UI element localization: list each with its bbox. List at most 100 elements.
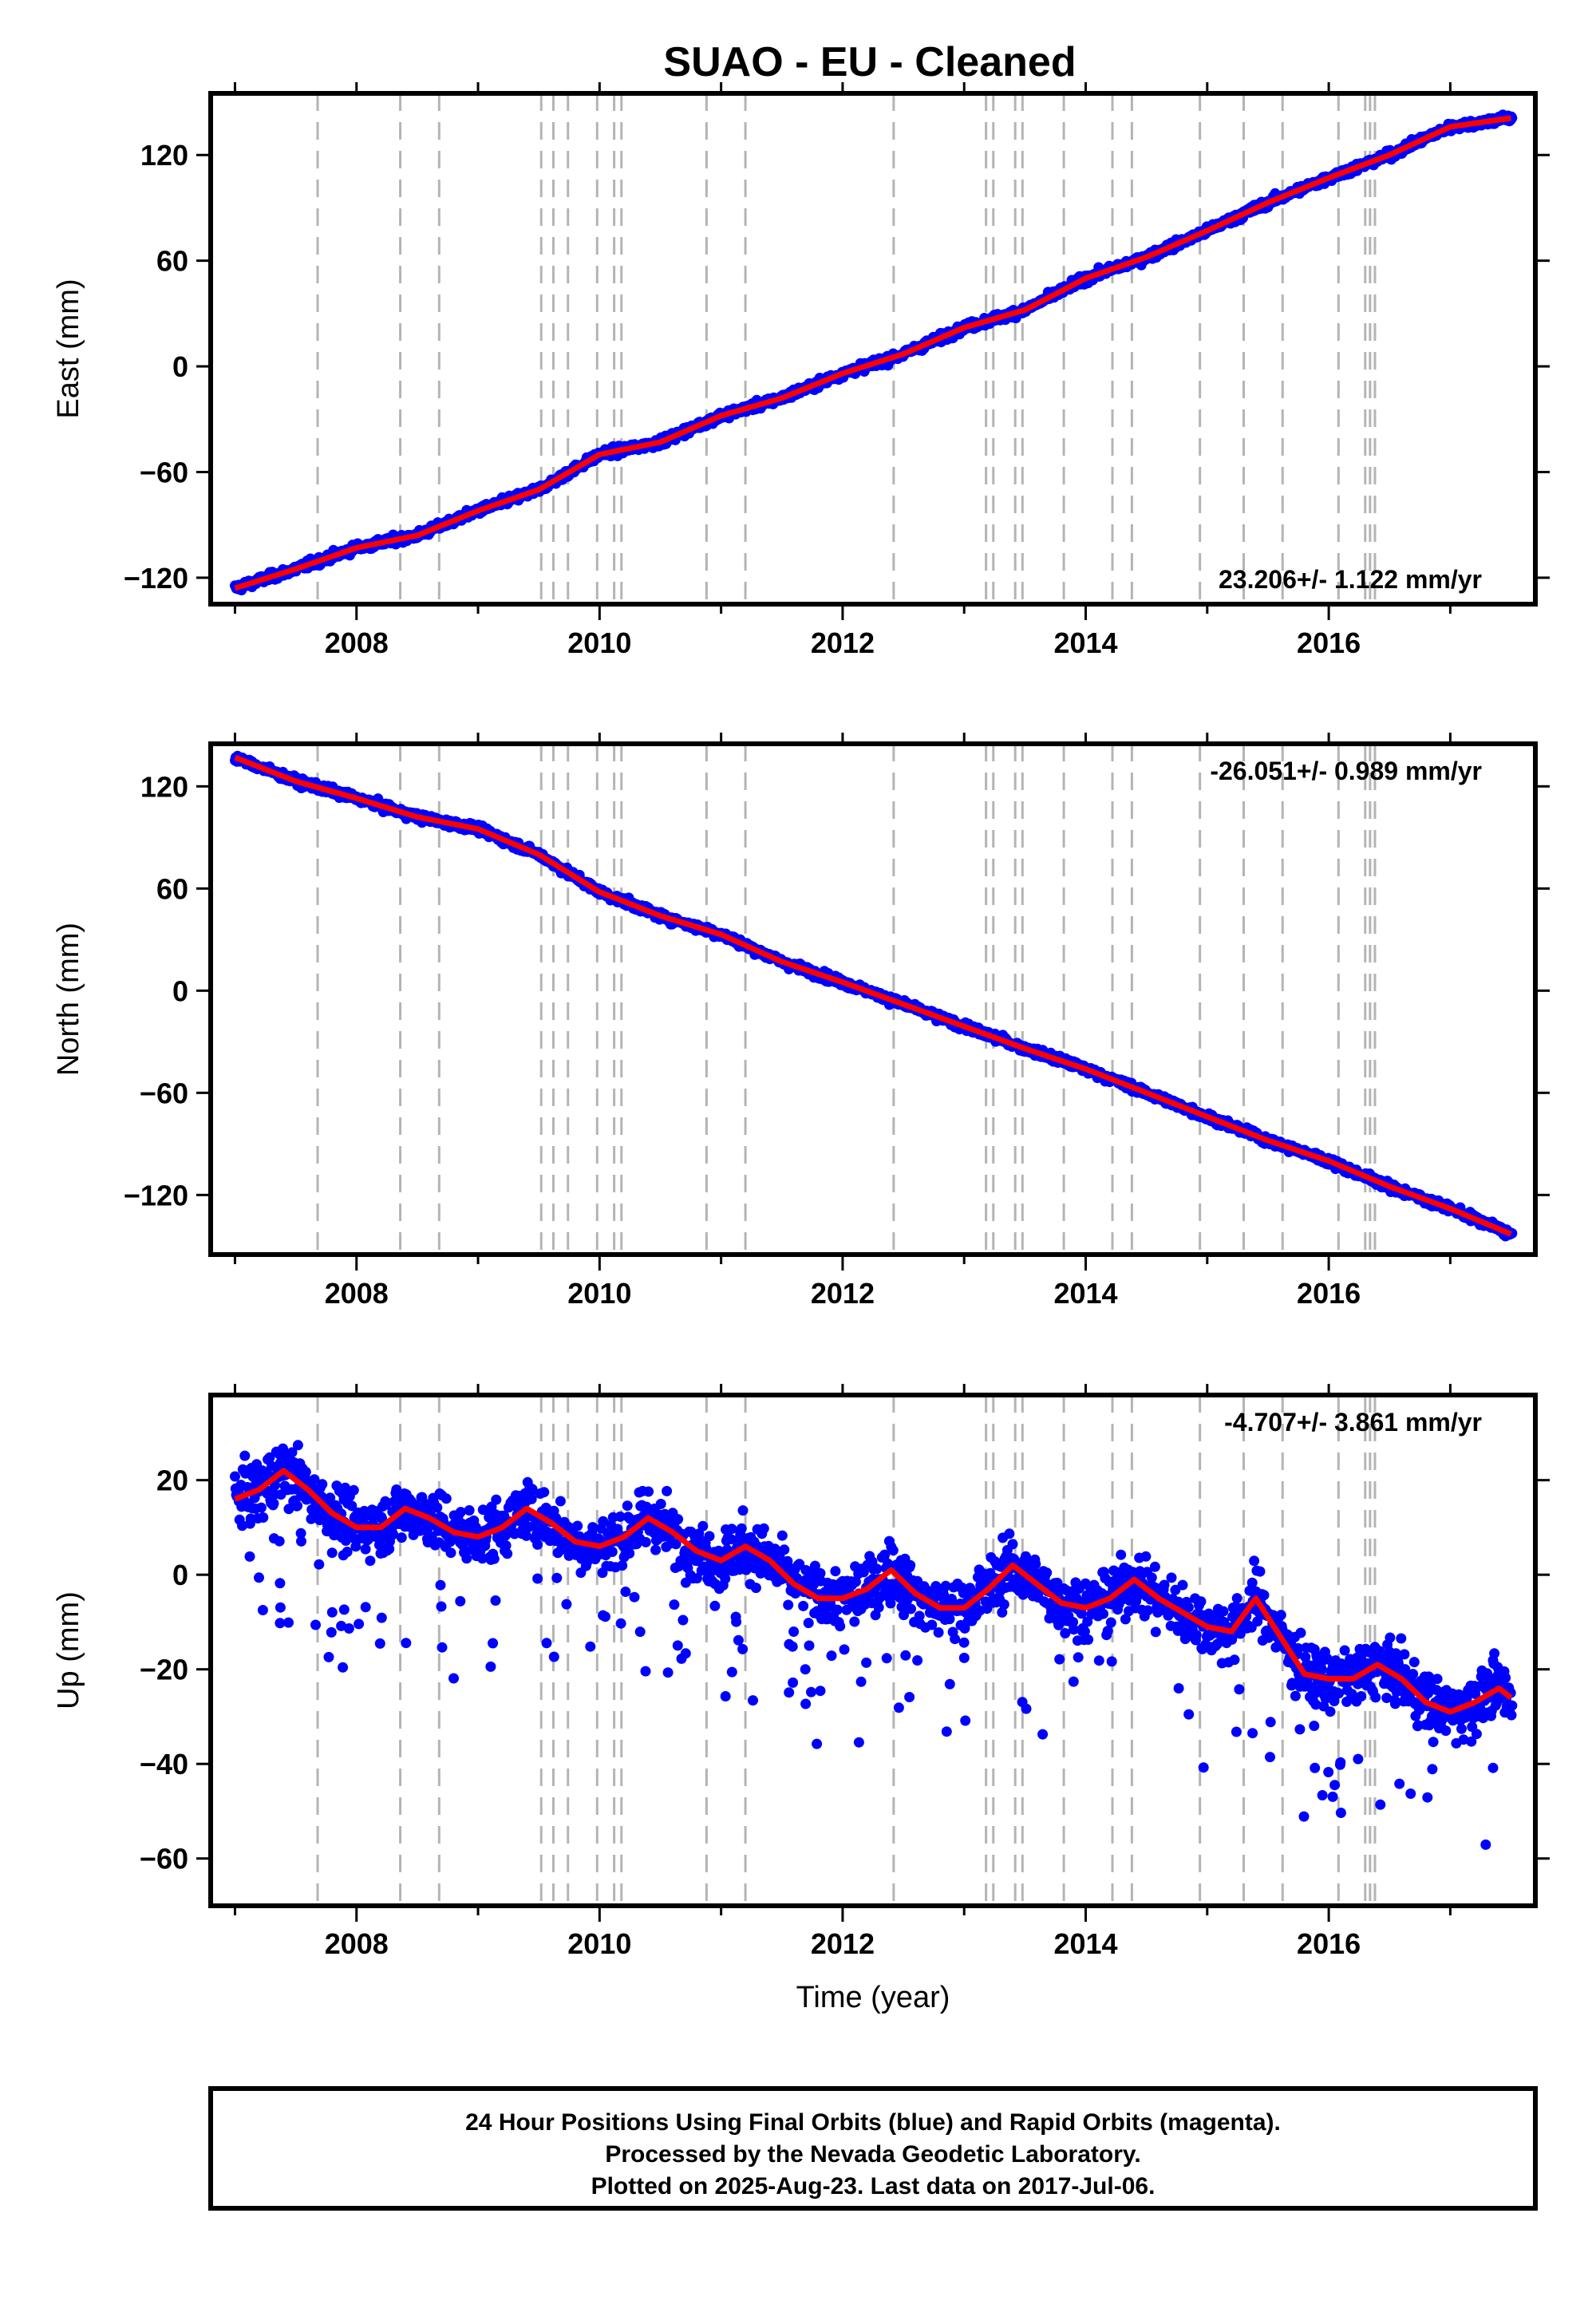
- east-y-tick-label-3: 60: [156, 245, 188, 278]
- east-y-tick-label-4: 120: [140, 139, 188, 172]
- up-point-171: [342, 1547, 353, 1557]
- up-point-235: [384, 1543, 395, 1555]
- north-x-tick-label-0: 2008: [325, 1277, 389, 1310]
- north-y-tick-label-1: −60: [140, 1077, 188, 1109]
- up-point-241: [388, 1529, 399, 1540]
- up-point-471: [539, 1487, 550, 1498]
- north-y-tick-label-0: −120: [124, 1179, 188, 1211]
- up-point-395: [488, 1553, 500, 1564]
- north-x-tick-label-1: 2010: [567, 1277, 631, 1310]
- up-point-398: [491, 1494, 502, 1505]
- up-point-806: [758, 1523, 769, 1534]
- up-point-884: [809, 1560, 820, 1571]
- up-point-344: [455, 1507, 466, 1518]
- east-x-tick-label-2: 2012: [811, 626, 875, 659]
- up-point-230: [381, 1499, 392, 1510]
- up-point-672: [670, 1539, 681, 1550]
- up-point-496: [555, 1496, 566, 1507]
- up-plot-area: [230, 1395, 1518, 1906]
- up-point-649: [655, 1499, 666, 1509]
- up-point-40: [255, 1502, 267, 1513]
- up-point-59: [268, 1498, 279, 1509]
- up-point-415: [502, 1548, 513, 1559]
- up-point-892: [815, 1567, 826, 1579]
- up-point-82: [283, 1504, 294, 1515]
- up-point-772: [736, 1523, 747, 1534]
- up-point-453: [527, 1484, 538, 1495]
- north-x-tick-label-3: 2014: [1053, 1277, 1117, 1310]
- up-point-461: [532, 1539, 543, 1550]
- north-y-axis-label: North (mm): [52, 923, 85, 1076]
- east-rate-label: 23.206+/- 1.122 mm/yr: [1219, 565, 1482, 594]
- east-y-tick-label-2: 0: [172, 350, 188, 383]
- up-point-723: [704, 1531, 715, 1542]
- east-x-tick-label-4: 2016: [1297, 626, 1361, 659]
- east-x-tick-label-0: 2008: [325, 626, 389, 659]
- north-frame: [208, 741, 1538, 1257]
- up-point-357: [464, 1505, 475, 1516]
- up-point-444: [521, 1530, 532, 1541]
- up-point-834: [776, 1530, 788, 1541]
- up-point-121: [309, 1474, 320, 1485]
- north-rate-label: -26.051+/- 0.989 mm/yr: [1210, 757, 1482, 785]
- up-point-148: [326, 1547, 338, 1559]
- north-x-tick-label-4: 2016: [1297, 1277, 1361, 1310]
- up-point-308: [432, 1502, 443, 1513]
- up-point-181: [348, 1484, 359, 1496]
- up-point-704: [691, 1573, 702, 1584]
- up-point-43: [258, 1512, 269, 1523]
- up-point-598: [622, 1500, 633, 1512]
- north-model-line: [234, 754, 1512, 1237]
- up-point-866: [798, 1600, 809, 1611]
- up-point-626: [640, 1536, 651, 1547]
- north-plot-area: [230, 744, 1518, 1255]
- up-point-587: [614, 1511, 626, 1522]
- east-x-tick-label-1: 2010: [567, 626, 631, 659]
- up-point-915: [830, 1566, 841, 1577]
- up-point-95: [292, 1500, 303, 1512]
- up-point-199: [360, 1543, 371, 1555]
- up-point-843: [783, 1599, 794, 1611]
- up-point-329: [445, 1547, 456, 1559]
- up-point-96: [292, 1440, 303, 1451]
- up-point-178: [346, 1500, 358, 1512]
- up-point-601: [624, 1547, 635, 1559]
- up-point-0: [230, 1471, 240, 1482]
- up-point-206: [365, 1555, 376, 1567]
- up-point-658: [662, 1485, 673, 1496]
- up-point-11: [237, 1520, 247, 1531]
- up-point-774: [737, 1505, 749, 1516]
- up-point-747: [720, 1573, 731, 1584]
- east-model-line: [234, 115, 1512, 591]
- up-point-133: [317, 1479, 328, 1490]
- up-point-561: [598, 1516, 609, 1527]
- up-point-641: [650, 1544, 662, 1555]
- up-point-918: [832, 1604, 843, 1615]
- east-x-tick-label-3: 2014: [1053, 626, 1117, 659]
- up-point-590: [617, 1560, 628, 1571]
- figure-title: SUAO - EU - Cleaned: [663, 39, 1076, 85]
- north-x-tick-label-2: 2012: [811, 1277, 875, 1310]
- up-point-87: [286, 1447, 298, 1458]
- up-point-837: [779, 1544, 790, 1555]
- up-point-713: [697, 1520, 709, 1531]
- up-point-15: [239, 1450, 251, 1461]
- up-point-545: [587, 1522, 598, 1533]
- east-y-tick-label-0: −120: [124, 562, 188, 595]
- east-y-tick-label-1: −60: [140, 456, 188, 488]
- up-point-874: [803, 1618, 814, 1629]
- up-point-922: [835, 1621, 846, 1632]
- east-plot-area: [230, 93, 1518, 604]
- up-point-522: [572, 1520, 583, 1531]
- up-point-757: [726, 1524, 737, 1535]
- up-point-860: [794, 1559, 805, 1570]
- up-point-254: [396, 1532, 407, 1543]
- north-y-tick-label-3: 60: [156, 872, 188, 905]
- up-point-452: [526, 1493, 537, 1504]
- up-daily-points: [230, 1440, 1518, 1850]
- up-point-756: [725, 1534, 737, 1545]
